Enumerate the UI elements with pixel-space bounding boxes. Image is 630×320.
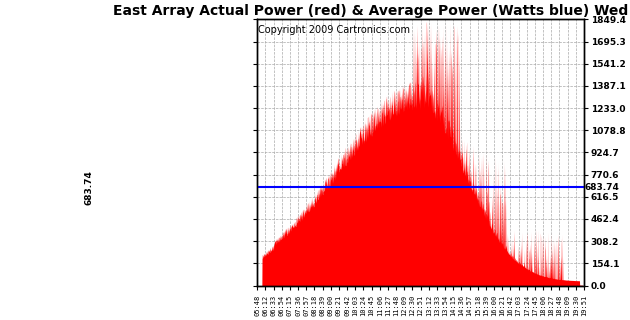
Text: Copyright 2009 Cartronics.com: Copyright 2009 Cartronics.com [258,25,410,35]
Text: 683.74: 683.74 [85,170,94,204]
Text: 683.74: 683.74 [585,183,619,192]
Title: East Array Actual Power (red) & Average Power (Watts blue) Wed Aug 5 20:07: East Array Actual Power (red) & Average … [113,4,630,18]
